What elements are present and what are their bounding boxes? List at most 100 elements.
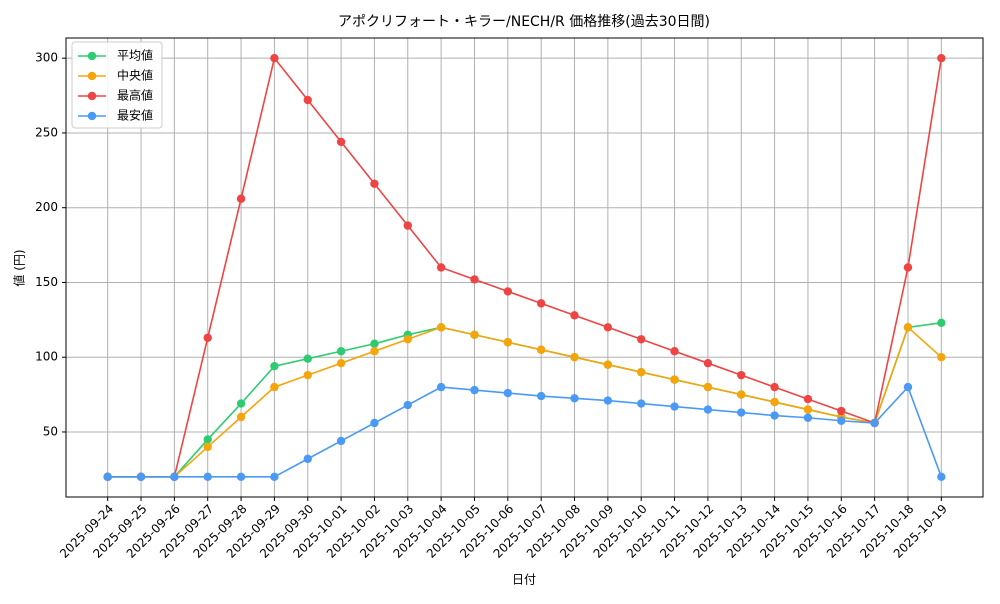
plot-frame xyxy=(65,37,984,498)
data-point xyxy=(903,323,913,332)
legend-marker xyxy=(87,91,97,101)
legend-marker xyxy=(87,111,97,121)
data-point xyxy=(403,335,412,344)
data-point xyxy=(703,405,713,414)
data-point xyxy=(737,408,746,417)
y-tick-label: 250 xyxy=(35,125,58,139)
data-point xyxy=(637,335,646,344)
data-point xyxy=(737,390,746,399)
data-point xyxy=(770,411,779,420)
data-point xyxy=(703,358,713,368)
data-point xyxy=(937,53,946,63)
data-point xyxy=(270,382,279,392)
data-point xyxy=(570,394,579,403)
data-point xyxy=(903,382,913,392)
data-point xyxy=(203,442,212,452)
data-point xyxy=(236,472,246,482)
data-point xyxy=(436,323,446,332)
legend-label: 最安値 xyxy=(117,108,153,123)
data-point xyxy=(303,454,312,464)
data-point xyxy=(203,435,212,444)
y-tick-label: 150 xyxy=(35,275,58,289)
data-point xyxy=(370,339,379,348)
data-point xyxy=(236,412,246,422)
data-point xyxy=(870,418,879,428)
data-point xyxy=(670,402,679,411)
data-point xyxy=(170,472,179,482)
data-point xyxy=(303,354,312,363)
data-point xyxy=(236,194,246,203)
data-line xyxy=(107,325,942,478)
y-tick-label: 200 xyxy=(35,200,58,214)
y-tick-label: 100 xyxy=(35,350,58,364)
data-point xyxy=(570,353,579,362)
data-point xyxy=(436,382,446,392)
legend-marker xyxy=(87,71,97,81)
data-point xyxy=(203,333,212,342)
data-point xyxy=(370,347,379,356)
data-point xyxy=(637,399,646,408)
chart-title: アポクリフォート・キラー/NECH/R 価格推移(過去30日間) xyxy=(338,14,710,30)
data-point xyxy=(570,311,579,320)
data-point xyxy=(236,399,246,408)
data-point xyxy=(370,418,379,428)
data-point xyxy=(770,382,779,392)
data-point xyxy=(270,472,279,482)
data-point xyxy=(470,275,479,284)
data-point xyxy=(536,391,546,401)
data-point xyxy=(536,299,546,308)
data-point xyxy=(670,375,679,384)
legend-label: 最高値 xyxy=(117,88,153,103)
data-point xyxy=(637,367,646,377)
data-point xyxy=(403,221,412,230)
data-point xyxy=(536,345,546,354)
data-point xyxy=(136,472,146,482)
data-point xyxy=(837,406,846,416)
data-point xyxy=(670,347,679,356)
data-point xyxy=(503,287,513,296)
data-point xyxy=(803,394,813,404)
data-point xyxy=(703,382,713,392)
legend-box xyxy=(71,41,163,129)
data-point xyxy=(470,385,479,395)
data-point xyxy=(803,405,813,414)
data-point xyxy=(270,361,279,371)
data-point xyxy=(503,388,513,398)
data-point xyxy=(336,347,346,356)
data-point xyxy=(303,95,312,105)
data-point xyxy=(937,318,946,328)
data-point xyxy=(603,396,613,405)
data-point xyxy=(403,400,412,410)
data-point xyxy=(603,360,613,369)
x-axis-label: 日付 xyxy=(512,573,536,587)
data-point xyxy=(737,370,746,380)
data-point xyxy=(370,179,379,188)
data-point xyxy=(903,263,913,272)
data-point xyxy=(837,416,846,425)
data-point xyxy=(937,353,946,362)
data-point xyxy=(436,263,446,272)
y-tick-label: 50 xyxy=(43,424,58,438)
data-point xyxy=(270,53,279,63)
data-line xyxy=(107,56,943,478)
data-point xyxy=(203,472,212,482)
data-point xyxy=(603,323,613,332)
data-point xyxy=(937,472,946,482)
legend-label: 中央値 xyxy=(117,68,153,83)
legend-marker xyxy=(87,51,97,61)
data-line xyxy=(107,385,943,478)
data-point xyxy=(803,413,813,422)
data-point xyxy=(470,330,479,339)
data-point xyxy=(303,370,312,380)
data-point xyxy=(770,397,779,407)
data-point xyxy=(103,472,112,482)
legend-label: 平均値 xyxy=(117,48,153,63)
data-point xyxy=(336,137,346,147)
y-axis-label: 値 (円) xyxy=(12,249,27,286)
data-point xyxy=(336,436,346,446)
y-tick-label: 300 xyxy=(35,51,58,65)
data-point xyxy=(503,338,513,347)
data-point xyxy=(336,358,346,368)
